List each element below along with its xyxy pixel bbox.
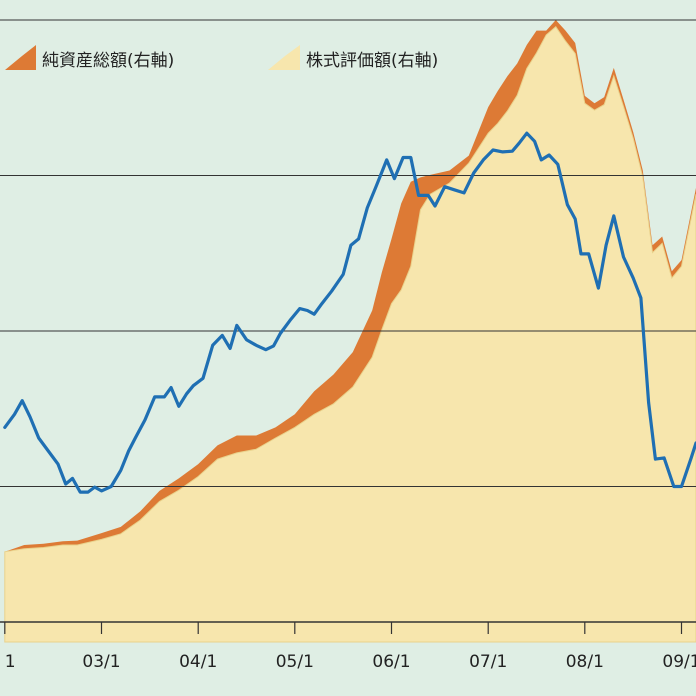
x-tick-label-5: 07/1: [469, 652, 507, 672]
x-tick-label-6: 08/1: [566, 652, 604, 672]
line-layer: [3, 131, 696, 494]
legend-swatch-stock-value: [268, 45, 300, 70]
line-path: [3, 131, 696, 494]
series-stock_value: [4, 26, 696, 643]
x-tick-label-1: 03/1: [82, 652, 120, 672]
x-tick-label-0: 1: [5, 652, 16, 672]
gridlines: [0, 19, 696, 487]
x-ticks: 1 03/1 04/1 05/1 06/1 07/1 08/1 09/1: [4, 622, 696, 672]
series-line: [3, 131, 696, 494]
legend-label-stock-value: 株式評価額(右軸): [306, 51, 438, 71]
x-tick-label-2: 04/1: [179, 652, 217, 672]
x-tick-label-7: 09/1: [662, 652, 696, 672]
legend-label-net-assets: 純資産総額(右軸): [42, 51, 174, 71]
legend-item-stock-value: 株式評価額(右軸): [268, 45, 438, 71]
legend-swatch-net-assets: [5, 45, 36, 70]
x-tick-label-3: 05/1: [276, 652, 314, 672]
legend: 純資産総額(右軸) 株式評価額(右軸): [5, 45, 438, 71]
legend-item-net-assets: 純資産総額(右軸): [5, 45, 174, 71]
area-stock_value: [4, 26, 696, 643]
x-tick-label-4: 06/1: [372, 652, 410, 672]
